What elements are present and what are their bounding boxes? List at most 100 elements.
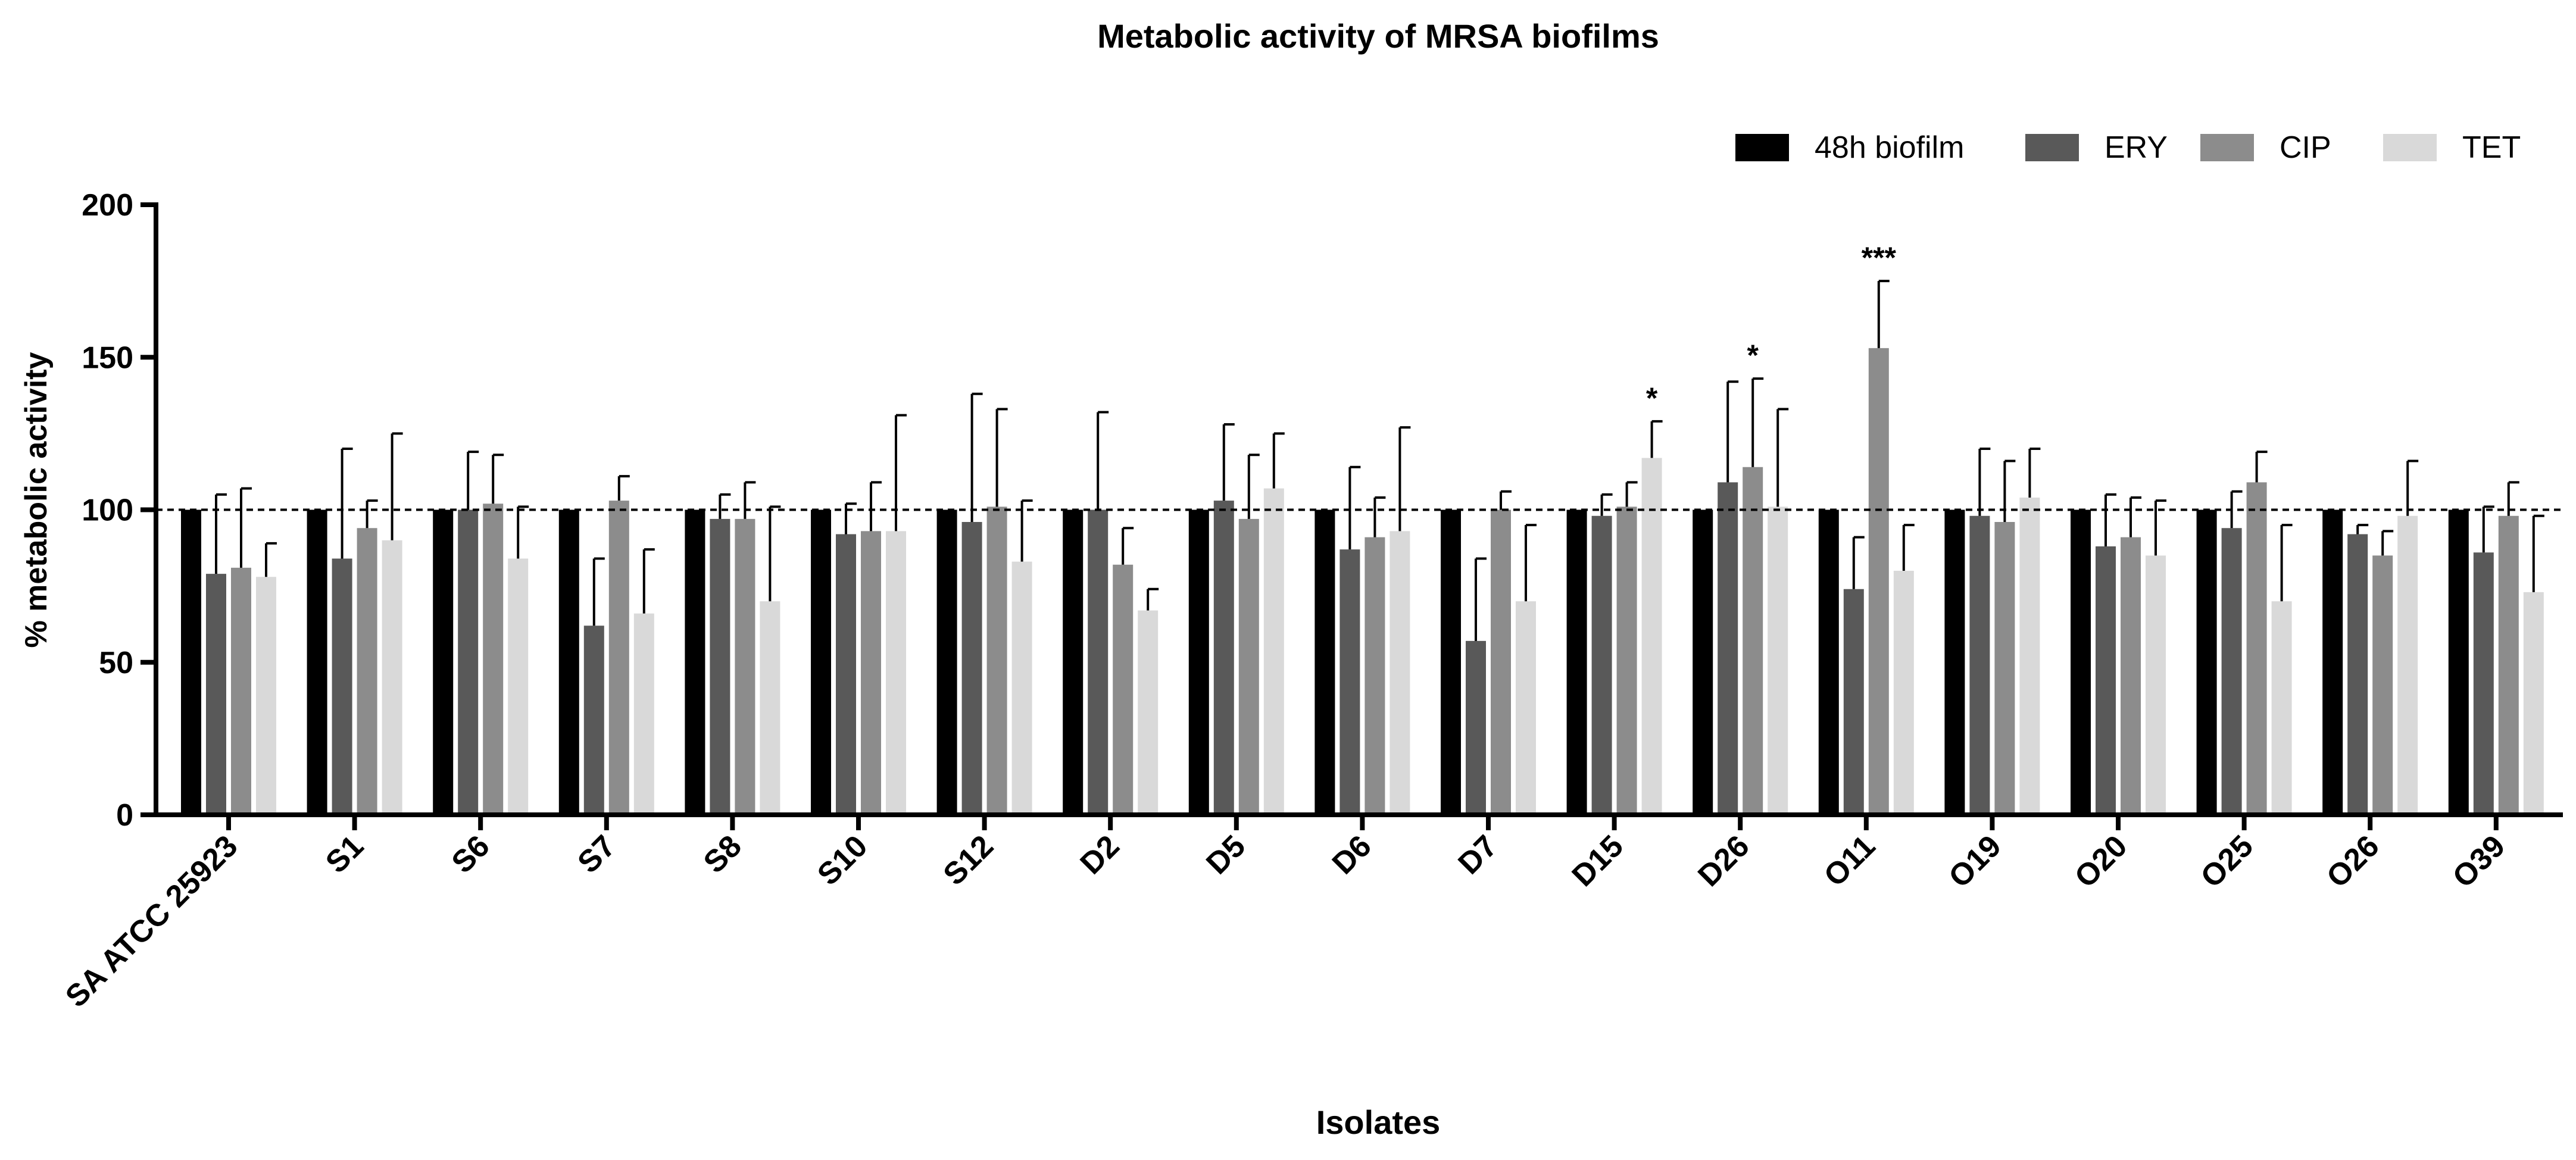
bar-s12-48h-biofilm	[936, 509, 957, 815]
bar-o11-ery	[1843, 589, 1864, 815]
legend-swatch-cip	[2200, 134, 2254, 161]
x-tick-label: O11	[1818, 828, 1882, 893]
legend-swatch-48h-biofilm	[1735, 134, 1789, 161]
bar-d7-cip	[1491, 509, 1511, 815]
bar-o26-cip	[2372, 555, 2393, 815]
bar-sa-atcc-25923-48h-biofilm	[181, 509, 201, 815]
legend: 48h biofilm ERY CIP TET	[1735, 130, 2521, 165]
x-axis-label: Isolates	[1316, 1103, 1441, 1141]
bar-o39-cip	[2498, 515, 2519, 815]
bar-d26-cip	[1743, 467, 1763, 815]
x-tick-label: D26	[1691, 828, 1756, 893]
bar-o39-48h-biofilm	[2448, 509, 2469, 815]
x-tick-label: S7	[571, 828, 622, 880]
x-tick-label: D7	[1451, 828, 1504, 881]
bar-s1-ery	[332, 558, 352, 815]
bar-d6-cip	[1365, 537, 1385, 815]
bar-d26-tet	[1768, 506, 1788, 815]
significance-marker: ***	[1862, 241, 1897, 274]
bar-d2-tet	[1138, 610, 1159, 815]
y-tick-label: 0	[116, 798, 133, 833]
y-axis-ticks: 0 50 100 150 200	[82, 188, 156, 833]
error-bars-group	[215, 280, 2544, 641]
x-tick-label: S12	[937, 828, 1000, 892]
bar-d6-48h-biofilm	[1314, 509, 1335, 815]
bar-d5-cip	[1238, 518, 1259, 815]
bar-d5-tet	[1263, 488, 1284, 815]
bar-d26-48h-biofilm	[1693, 509, 1713, 815]
bar-o19-cip	[1994, 522, 2015, 815]
bar-d2-48h-biofilm	[1063, 509, 1084, 815]
x-tick-label: S8	[697, 828, 748, 880]
x-tick-label: S6	[445, 828, 497, 880]
bar-s10-48h-biofilm	[811, 509, 831, 815]
x-tick-label: O26	[2320, 828, 2386, 895]
bar-o39-ery	[2473, 552, 2494, 815]
bar-s1-48h-biofilm	[307, 509, 327, 815]
x-tick-label: O20	[2068, 828, 2134, 895]
bar-o20-tet	[2146, 555, 2166, 815]
bar-d5-48h-biofilm	[1188, 509, 1209, 815]
bar-d6-tet	[1390, 531, 1410, 815]
bar-s6-tet	[508, 558, 529, 815]
bar-d2-cip	[1113, 564, 1134, 815]
bar-s10-ery	[836, 534, 856, 815]
chart-title: Metabolic activity of MRSA biofilms	[1097, 17, 1659, 55]
bar-sa-atcc-25923-cip	[231, 567, 251, 815]
bars-group	[181, 348, 2544, 815]
bar-d7-tet	[1516, 601, 1536, 815]
bar-s12-cip	[986, 506, 1007, 815]
significance-marker: *	[1646, 382, 1658, 415]
x-tick-label: S10	[811, 828, 874, 892]
x-tick-label: D6	[1326, 828, 1378, 881]
bar-s6-ery	[458, 509, 479, 815]
bar-s7-cip	[608, 501, 629, 815]
bar-s7-tet	[633, 613, 654, 815]
bar-o11-cip	[1868, 348, 1889, 815]
significance-annotations: *****	[1646, 241, 1897, 415]
bar-s6-cip	[483, 504, 504, 815]
legend-label: CIP	[2280, 130, 2331, 165]
bar-o25-48h-biofilm	[2196, 509, 2217, 815]
x-tick-label: O19	[1942, 828, 2008, 895]
x-tick-label: D2	[1074, 828, 1126, 881]
bar-d15-48h-biofilm	[1566, 509, 1587, 815]
bar-o25-cip	[2246, 482, 2267, 815]
significance-marker: *	[1747, 339, 1759, 372]
bar-o11-tet	[1893, 571, 1914, 815]
bar-s8-48h-biofilm	[685, 509, 705, 815]
bar-o26-tet	[2397, 515, 2418, 815]
bar-d15-cip	[1616, 506, 1637, 815]
bar-s10-cip	[861, 531, 881, 815]
bar-s7-48h-biofilm	[558, 509, 579, 815]
x-tick-label: D15	[1566, 828, 1630, 893]
bar-o11-48h-biofilm	[1818, 509, 1839, 815]
bar-d26-ery	[1718, 482, 1738, 815]
y-tick-label: 150	[82, 340, 133, 375]
bar-s8-tet	[760, 601, 780, 815]
y-tick-label: 50	[99, 646, 133, 680]
bar-d15-ery	[1591, 515, 1612, 815]
x-tick-label: O25	[2194, 828, 2260, 895]
x-tick-label: D5	[1200, 828, 1252, 881]
y-tick-label: 100	[82, 493, 133, 528]
bar-o19-48h-biofilm	[1944, 509, 1965, 815]
bar-o19-ery	[1969, 515, 1990, 815]
bar-s10-tet	[886, 531, 906, 815]
bar-s8-ery	[710, 518, 730, 815]
legend-label: TET	[2462, 130, 2521, 165]
bar-d7-ery	[1466, 640, 1486, 815]
bar-sa-atcc-25923-tet	[256, 577, 276, 815]
bar-d15-tet	[1641, 458, 1662, 815]
bar-s1-tet	[382, 540, 402, 815]
legend-label: 48h biofilm	[1815, 130, 1964, 165]
bar-s1-cip	[357, 528, 377, 815]
x-tick-label: S1	[319, 828, 370, 880]
bar-o25-tet	[2271, 601, 2292, 815]
bar-o26-48h-biofilm	[2322, 509, 2343, 815]
bar-o19-tet	[2019, 498, 2040, 815]
bar-s6-48h-biofilm	[433, 509, 454, 815]
bar-sa-atcc-25923-ery	[206, 574, 226, 815]
